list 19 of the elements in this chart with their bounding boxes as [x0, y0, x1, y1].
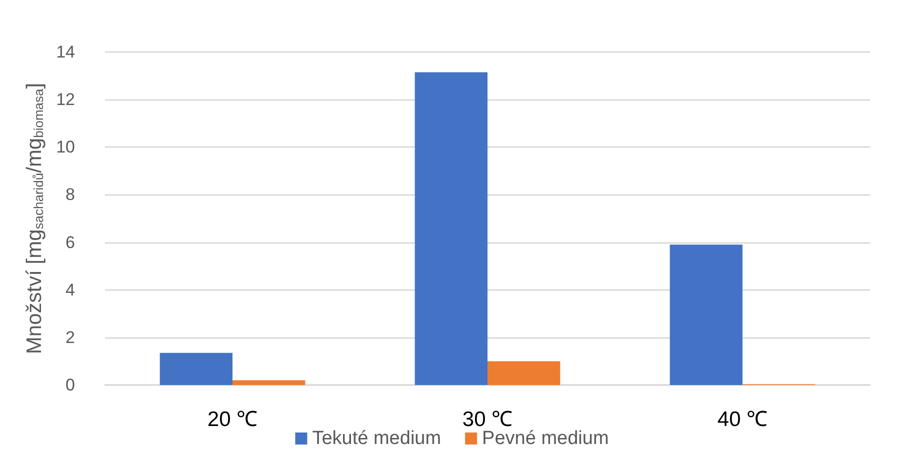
y-tick-label: 0: [66, 376, 75, 394]
bar: [414, 72, 488, 385]
y-tick-label: 12: [56, 90, 75, 110]
legend-label: Tekuté medium: [312, 428, 442, 449]
y-tick-label: 8: [66, 185, 75, 204]
legend-label: Pevné medium: [482, 428, 609, 449]
y-tick-label: 6: [66, 232, 75, 252]
bar: [160, 352, 232, 385]
x-tick-label: 40 ℃: [717, 408, 768, 431]
y-tick-label: 2: [66, 328, 75, 347]
y-axis-title: Množství [mgsacharidů/mgbiomasa]: [23, 82, 46, 354]
x-tick-label: 20 ℃: [207, 408, 258, 431]
y-tick-label: 4: [66, 280, 75, 300]
bar: [670, 244, 742, 385]
bar: [232, 380, 306, 385]
y-tick-label: 14: [56, 42, 75, 62]
y-tick-label: 10: [56, 138, 75, 157]
bar: [488, 361, 560, 385]
x-tick-label: 30 ℃: [462, 408, 513, 431]
